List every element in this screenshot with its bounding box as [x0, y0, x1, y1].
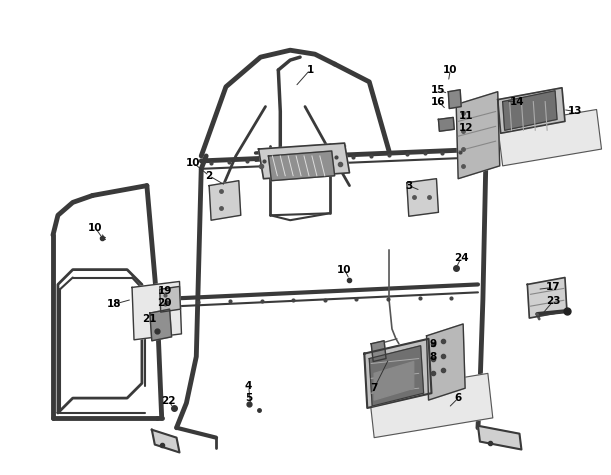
Text: 10: 10: [443, 65, 458, 75]
Text: 13: 13: [568, 106, 582, 116]
Text: 22: 22: [161, 396, 176, 406]
Text: 4: 4: [245, 381, 252, 391]
Text: 7: 7: [370, 383, 378, 393]
Text: 19: 19: [158, 286, 172, 296]
Polygon shape: [456, 92, 500, 179]
Text: 2: 2: [205, 171, 213, 180]
Text: 12: 12: [459, 124, 474, 133]
Polygon shape: [258, 143, 349, 179]
Polygon shape: [150, 309, 172, 341]
Text: 10: 10: [337, 265, 352, 275]
Text: 9: 9: [430, 339, 437, 349]
Polygon shape: [498, 110, 601, 166]
Polygon shape: [369, 346, 423, 406]
Text: 14: 14: [510, 96, 525, 106]
Polygon shape: [478, 426, 521, 449]
Text: 3: 3: [405, 180, 412, 190]
Text: 8: 8: [430, 352, 437, 361]
Text: 21: 21: [142, 314, 157, 324]
Polygon shape: [364, 339, 431, 408]
Polygon shape: [209, 180, 241, 220]
Text: 5: 5: [245, 393, 252, 403]
Polygon shape: [152, 430, 180, 453]
Polygon shape: [132, 282, 181, 340]
Text: 10: 10: [186, 158, 200, 168]
Polygon shape: [498, 88, 565, 133]
Polygon shape: [371, 341, 386, 361]
Text: 20: 20: [158, 298, 172, 308]
Text: 16: 16: [431, 96, 445, 106]
Polygon shape: [448, 90, 461, 108]
Text: 24: 24: [454, 253, 469, 263]
Polygon shape: [527, 277, 567, 318]
Polygon shape: [439, 117, 454, 131]
Text: 18: 18: [107, 299, 122, 309]
Polygon shape: [374, 361, 414, 400]
Text: 1: 1: [306, 65, 313, 75]
Polygon shape: [426, 324, 465, 400]
Text: 17: 17: [546, 283, 560, 293]
Polygon shape: [369, 373, 493, 437]
Text: 10: 10: [88, 223, 103, 233]
Text: 15: 15: [431, 85, 445, 95]
Polygon shape: [268, 151, 335, 180]
Text: 6: 6: [455, 393, 462, 403]
Text: 23: 23: [546, 296, 560, 306]
Polygon shape: [159, 286, 180, 312]
Polygon shape: [503, 91, 557, 130]
Text: 11: 11: [459, 112, 474, 122]
Polygon shape: [407, 179, 439, 216]
